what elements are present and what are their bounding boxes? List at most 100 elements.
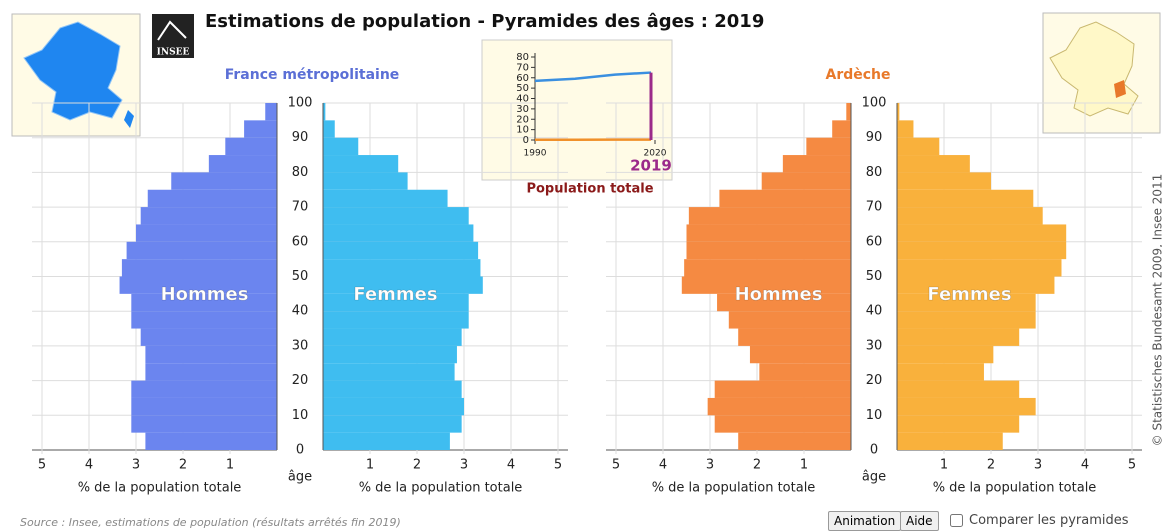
bar xyxy=(323,432,450,450)
age-tick-label: 80 xyxy=(292,165,309,180)
bar xyxy=(761,172,851,190)
bar xyxy=(897,103,900,121)
age-tick-label: 0 xyxy=(296,443,304,458)
x-axis-label: % de la population totale xyxy=(359,481,523,496)
bar xyxy=(323,345,457,364)
bar xyxy=(323,103,326,121)
bar xyxy=(323,224,474,242)
age-tick-label: 10 xyxy=(292,408,309,423)
age-tick-label: 40 xyxy=(292,304,309,319)
bar xyxy=(897,432,1003,450)
x-tick-label: 4 xyxy=(85,458,93,473)
y-tick-label: 10 xyxy=(516,125,529,136)
age-tick-label: 90 xyxy=(292,130,309,145)
bar xyxy=(323,137,359,156)
bar xyxy=(897,120,914,138)
bar xyxy=(323,311,469,329)
compare-toggle[interactable]: Comparer les pyramides xyxy=(950,513,1129,528)
x-tick-label: 1 xyxy=(226,458,234,473)
x-axis-label: % de la population totale xyxy=(652,481,816,496)
age-tick-label: 0 xyxy=(870,443,878,458)
chart-title: France métropolitaine xyxy=(225,67,400,83)
bar xyxy=(323,380,462,398)
bar xyxy=(719,189,851,208)
bar xyxy=(323,207,469,225)
bar xyxy=(323,172,408,190)
age-tick-label: 60 xyxy=(866,234,883,249)
inset-title: Population totale xyxy=(526,182,653,197)
x-tick-label: 2 xyxy=(987,458,995,473)
bar xyxy=(897,172,991,190)
x-tick-label: 4 xyxy=(507,458,515,473)
bar xyxy=(738,432,851,450)
x-tick-label: 2020 xyxy=(644,149,667,159)
bar xyxy=(717,293,851,312)
age-tick-label: 60 xyxy=(292,234,309,249)
age-tick-label: 20 xyxy=(866,373,883,388)
series-label: Hommes xyxy=(161,284,249,305)
animation-button[interactable]: Animation xyxy=(828,511,902,531)
age-tick-label: 80 xyxy=(866,165,883,180)
bar xyxy=(728,311,851,329)
bar xyxy=(832,120,851,138)
age-tick-label: 20 xyxy=(292,373,309,388)
bar xyxy=(707,397,851,416)
compare-checkbox[interactable] xyxy=(950,514,963,527)
bar xyxy=(782,155,851,173)
x-tick-label: 5 xyxy=(38,458,46,473)
x-tick-label: 1 xyxy=(366,458,374,473)
page-title: Estimations de population - Pyramides de… xyxy=(205,11,764,32)
bar xyxy=(846,103,851,121)
bar xyxy=(897,189,1034,208)
bar xyxy=(323,397,464,416)
x-tick-label: 5 xyxy=(1128,458,1136,473)
x-tick-label: 2 xyxy=(179,458,187,473)
copyright: © Statistisches Bundesamt 2009, Insee 20… xyxy=(1151,174,1162,447)
bar xyxy=(738,328,851,346)
bar xyxy=(145,345,277,364)
bar xyxy=(897,380,1020,398)
logo-mark xyxy=(157,20,187,41)
bar xyxy=(759,363,851,381)
bar xyxy=(684,259,851,277)
bar xyxy=(323,189,448,208)
age-tick-label: 70 xyxy=(292,200,309,215)
age-tick-label: 30 xyxy=(866,338,883,353)
map-france xyxy=(23,21,123,121)
bar xyxy=(681,276,851,294)
bar xyxy=(897,345,994,364)
bar xyxy=(323,120,335,138)
bar xyxy=(897,137,940,156)
bar xyxy=(897,397,1036,416)
bar xyxy=(749,345,851,364)
age-tick-label: 30 xyxy=(292,338,309,353)
y-axis-label: âge xyxy=(862,470,886,485)
bar xyxy=(323,293,469,312)
x-tick-label: 4 xyxy=(1081,458,1089,473)
bar xyxy=(714,415,851,433)
map-ardeche xyxy=(1114,80,1126,98)
bar xyxy=(714,380,851,398)
bar xyxy=(171,172,277,190)
bar xyxy=(225,137,277,156)
x-tick-label: 3 xyxy=(1034,458,1042,473)
help-button[interactable]: Aide xyxy=(900,511,939,531)
chart-title: Ardèche xyxy=(825,67,890,83)
y-tick-label: 60 xyxy=(516,73,529,84)
bar xyxy=(131,397,277,416)
y-tick-label: 70 xyxy=(516,62,529,73)
age-tick-label: 70 xyxy=(866,200,883,215)
series-label: Femmes xyxy=(927,284,1011,305)
x-tick-label: 1 xyxy=(940,458,948,473)
bar xyxy=(323,276,483,294)
inset-frame xyxy=(481,39,673,181)
bar xyxy=(897,293,1036,312)
x-tick-label: 4 xyxy=(659,458,667,473)
year-marker-label: 2019 xyxy=(630,157,672,175)
bar xyxy=(131,415,277,433)
x-axis-label: % de la population totale xyxy=(933,481,1097,496)
series-label: Hommes xyxy=(735,284,823,305)
bar xyxy=(145,432,277,450)
